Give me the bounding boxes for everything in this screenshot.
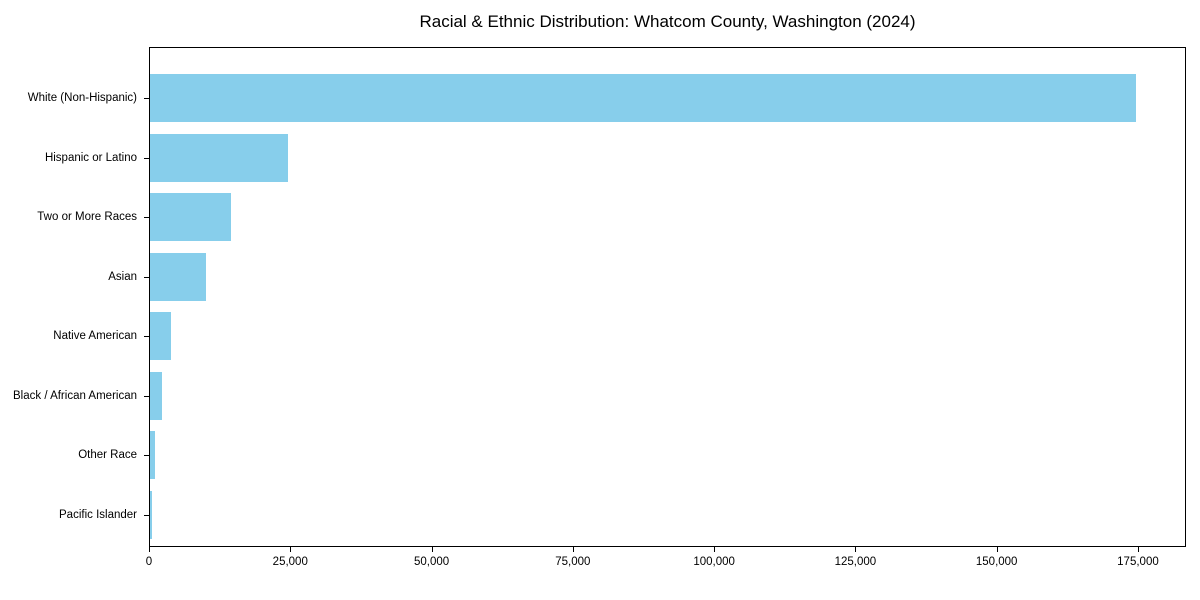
y-tick-label: Asian xyxy=(108,270,137,283)
x-tick-label: 75,000 xyxy=(555,556,591,568)
bar-white-non-hispanic xyxy=(150,74,1137,122)
bar-two-or-more-races xyxy=(150,193,231,242)
y-tick-mark xyxy=(144,98,149,99)
y-tick-mark xyxy=(144,515,149,516)
x-tick-label: 25,000 xyxy=(272,556,308,568)
x-tick-label: 100,000 xyxy=(693,556,735,568)
y-tick-mark xyxy=(144,395,149,397)
x-tick-label: 175,000 xyxy=(1117,556,1159,568)
y-tick-mark xyxy=(144,336,149,338)
y-tick-label: Native American xyxy=(53,330,137,343)
y-tick-mark xyxy=(144,157,149,159)
x-tick-mark xyxy=(855,547,857,552)
bar-other-race xyxy=(150,431,156,480)
x-tick-mark xyxy=(572,547,574,552)
x-tick-mark xyxy=(1137,547,1139,552)
y-tick-mark xyxy=(144,455,149,457)
x-tick-mark xyxy=(149,547,150,552)
bar-asian xyxy=(150,252,206,301)
y-tick-label: White (Non-Hispanic) xyxy=(27,92,137,104)
y-tick-label: Black / African American xyxy=(13,389,137,402)
y-tick-label: Hispanic or Latino xyxy=(44,151,137,164)
y-tick-mark xyxy=(144,276,149,278)
y-tick-mark xyxy=(144,217,149,219)
bar-native-american xyxy=(150,312,171,361)
x-tick-label: 50,000 xyxy=(413,556,450,568)
plot-area xyxy=(149,47,1186,547)
x-tick-label: 125,000 xyxy=(834,556,877,568)
x-tick-mark xyxy=(714,547,716,552)
y-tick-label: Pacific Islander xyxy=(59,509,137,521)
x-tick-mark xyxy=(996,547,998,552)
bar-black-african-american xyxy=(150,371,162,420)
y-tick-label: Other Race xyxy=(78,449,137,462)
x-tick-mark xyxy=(290,547,292,552)
chart-title: Racial & Ethnic Distribution: Whatcom Co… xyxy=(419,12,916,31)
x-tick-label: 150,000 xyxy=(975,556,1018,568)
x-tick-mark xyxy=(431,547,433,552)
y-tick-label: Two or More Races xyxy=(37,211,137,224)
x-tick-label: 0 xyxy=(145,556,153,568)
bar-pacific-islander xyxy=(150,491,153,539)
bar-hispanic-or-latino xyxy=(150,133,288,182)
